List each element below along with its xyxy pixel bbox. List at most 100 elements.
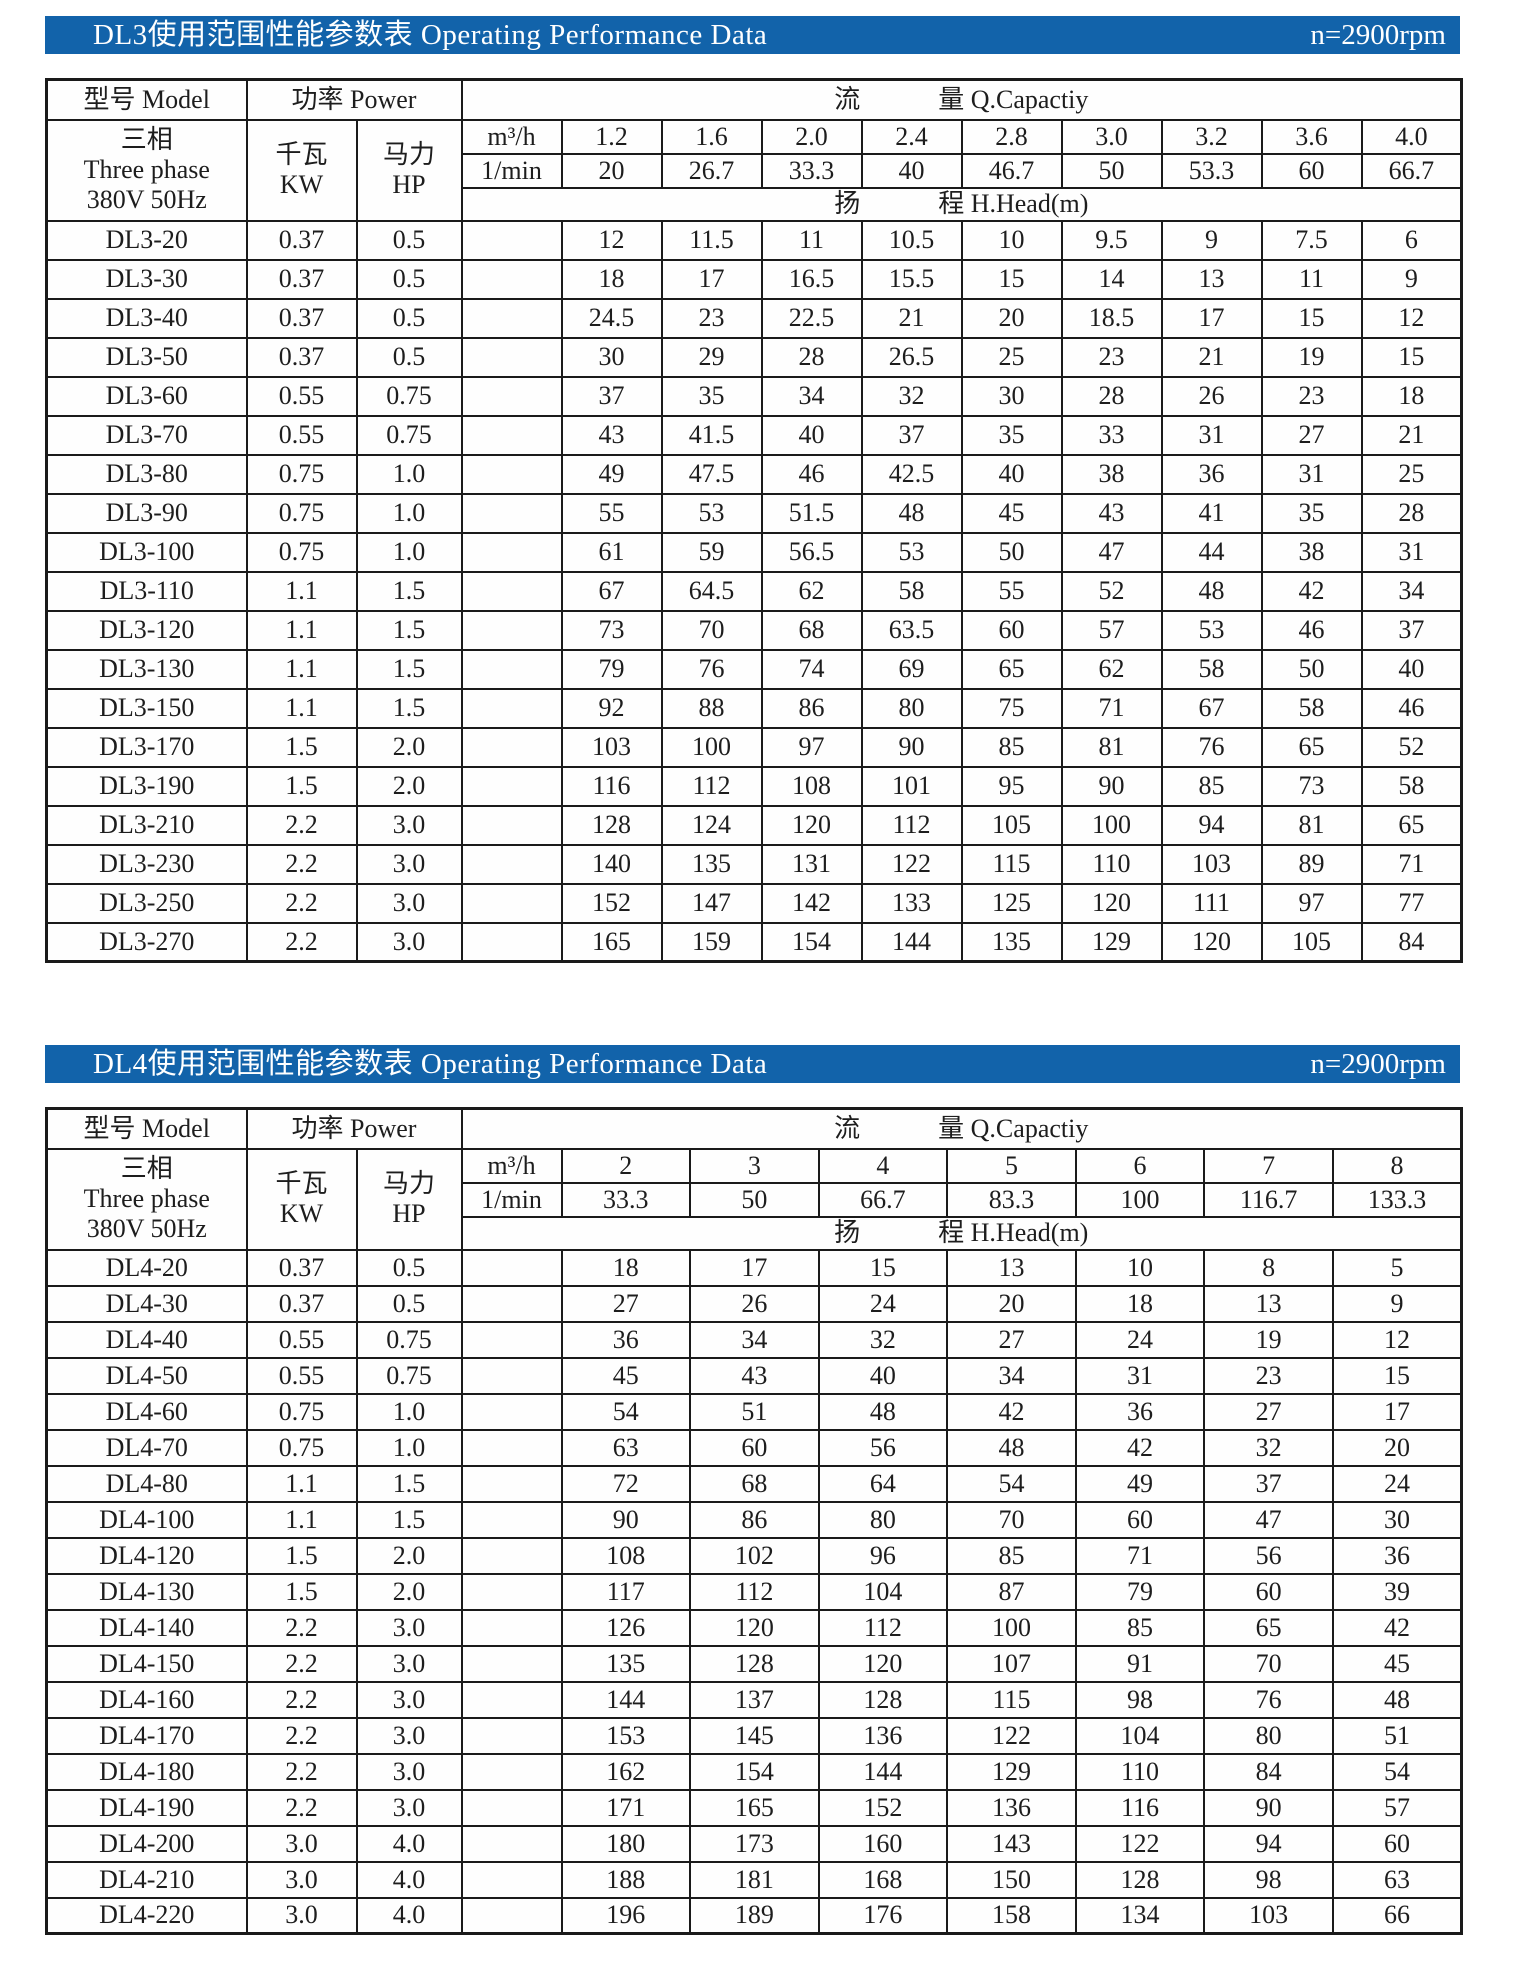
lmin-value-cell: 20 (560, 152, 663, 189)
head-value-cell: 18 (560, 258, 663, 300)
phase-voltage-header: 三相 Three phase 380V 50Hz (45, 1147, 248, 1251)
flow-spacer-cell (460, 219, 563, 261)
head-value-cell: 47 (1060, 531, 1163, 573)
lmin-value-cell: 66.7 (1360, 152, 1463, 189)
flow-spacer-cell (460, 1680, 563, 1719)
head-value-cell: 153 (560, 1716, 692, 1755)
flow-spacer-cell (460, 1464, 563, 1503)
model-cell: DL4-60 (45, 1392, 248, 1431)
head-value-cell: 48 (1331, 1680, 1463, 1719)
hp-cell: 1.5 (355, 1500, 463, 1539)
kw-cell: 0.37 (245, 219, 358, 261)
head-value-cell: 86 (760, 687, 863, 729)
m3h-value-cell: 3.6 (1260, 118, 1363, 155)
head-value-cell: 9 (1360, 258, 1463, 300)
model-cell: DL3-60 (45, 375, 248, 417)
head-value-cell: 9.5 (1060, 219, 1163, 261)
pump-data-row: DL3-110 1.1 1.5 67 64.5 62 58 55 52 48 42 34 (45, 570, 1463, 612)
head-value-cell: 79 (560, 648, 663, 690)
head-value-cell: 105 (960, 804, 1063, 846)
model-cell: DL4-170 (45, 1716, 248, 1755)
head-value-cell: 32 (860, 375, 963, 417)
head-value-cell: 90 (560, 1500, 692, 1539)
head-value-cell: 62 (1060, 648, 1163, 690)
head-value-cell: 59 (660, 531, 763, 573)
pump-data-row: DL3-100 0.75 1.0 61 59 56.5 53 50 47 44 38 31 (45, 531, 1463, 573)
head-value-cell: 90 (860, 726, 963, 768)
head-value-cell: 85 (946, 1536, 1077, 1575)
flow-lmin-row: 1/min 20 26.7 33.3 40 46.7 50 53.3 60 66.7 (47, 152, 1463, 189)
head-value-cell: 60 (960, 609, 1063, 651)
head-value-cell: 58 (1360, 765, 1463, 807)
head-value-cell: 12 (560, 219, 663, 261)
head-value-cell: 42 (1331, 1608, 1463, 1647)
head-value-cell: 11.5 (660, 219, 763, 261)
pump-data-row: DL3-150 1.1 1.5 92 88 86 80 75 71 67 58 46 (45, 687, 1463, 729)
lmin-value-cell: 116.7 (1203, 1181, 1334, 1218)
head-value-cell: 13 (1160, 258, 1263, 300)
m3h-value-cell: 3.0 (1060, 118, 1163, 155)
content-area: DL3使用范围性能参数表 Operating Performance Data … (45, 16, 1464, 1935)
pump-data-row: DL4-140 2.2 3.0 126 120 112 100 85 65 42 (45, 1608, 1463, 1647)
head-value-cell: 135 (960, 921, 1063, 963)
head-value-cell: 188 (560, 1860, 692, 1899)
lmin-unit-label: 1/min (460, 1181, 563, 1218)
head-value-cell: 51.5 (760, 492, 863, 534)
head-value-cell: 65 (1203, 1608, 1334, 1647)
head-value-cell: 154 (760, 921, 863, 963)
head-value-cell: 35 (1260, 492, 1363, 534)
head-value-cell: 70 (946, 1500, 1077, 1539)
head-value-cell: 150 (946, 1860, 1077, 1899)
m3h-value-cell: 1.6 (660, 118, 763, 155)
kw-cell: 2.2 (245, 921, 358, 963)
head-value-cell: 120 (760, 804, 863, 846)
head-value-cell: 48 (946, 1428, 1077, 1467)
pump-data-row: DL3-210 2.2 3.0 128 124 120 112 105 100 94 81 65 (45, 804, 1463, 846)
pump-data-row: DL4-130 1.5 2.0 117 112 104 87 79 60 39 (45, 1572, 1463, 1611)
pump-data-row: DL4-150 2.2 3.0 135 128 120 107 91 70 45 (45, 1644, 1463, 1683)
head-value-cell: 120 (817, 1644, 949, 1683)
head-value-cell: 15 (1260, 297, 1363, 339)
head-value-cell: 37 (860, 414, 963, 456)
kw-cell: 0.37 (245, 1284, 358, 1323)
head-value-cell: 126 (560, 1608, 692, 1647)
hp-cell: 1.5 (355, 687, 463, 729)
model-column-header: 型号 Model (45, 78, 248, 121)
kw-cell: 0.55 (245, 1320, 358, 1359)
head-value-cell: 128 (560, 804, 663, 846)
head-value-cell: 37 (1360, 609, 1463, 651)
head-value-cell: 57 (1331, 1788, 1463, 1827)
flow-spacer-cell (460, 1860, 563, 1899)
head-value-cell: 90 (1060, 765, 1163, 807)
head-value-cell: 180 (560, 1824, 692, 1863)
head-value-cell: 111 (1160, 882, 1263, 924)
power-column-header: 功率 Power (245, 1107, 463, 1150)
head-meters-label-row: 扬 程 H.Head(m) (47, 186, 1463, 222)
m3h-value-cell: 4 (817, 1147, 949, 1184)
flow-spacer-cell (460, 1248, 563, 1287)
head-value-cell: 89 (1260, 843, 1363, 885)
hp-cell: 0.5 (355, 297, 463, 339)
flow-spacer-cell (460, 726, 563, 768)
flow-spacer-cell (460, 258, 563, 300)
pump-data-row: DL4-80 1.1 1.5 72 68 64 54 49 37 24 (45, 1464, 1463, 1503)
kilowatt-header: 千瓦 KW (245, 118, 358, 222)
kw-cell: 0.37 (245, 258, 358, 300)
head-value-cell: 10.5 (860, 219, 963, 261)
head-value-cell: 120 (1160, 921, 1263, 963)
hp-cell: 3.0 (355, 882, 463, 924)
head-value-cell: 66 (1331, 1896, 1463, 1935)
head-value-cell: 133 (860, 882, 963, 924)
kw-cell: 0.75 (245, 1428, 358, 1467)
head-value-cell: 107 (946, 1644, 1077, 1683)
head-value-cell: 45 (560, 1356, 692, 1395)
hp-cell: 1.0 (355, 492, 463, 534)
kw-cell: 0.37 (245, 297, 358, 339)
horsepower-header: 马力 HP (355, 118, 463, 222)
head-value-cell: 31 (1260, 453, 1363, 495)
m3h-value-cell: 8 (1331, 1147, 1463, 1184)
head-value-cell: 26.5 (860, 336, 963, 378)
head-value-cell: 81 (1260, 804, 1363, 846)
head-value-cell: 56.5 (760, 531, 863, 573)
lmin-value-cell: 40 (860, 152, 963, 189)
